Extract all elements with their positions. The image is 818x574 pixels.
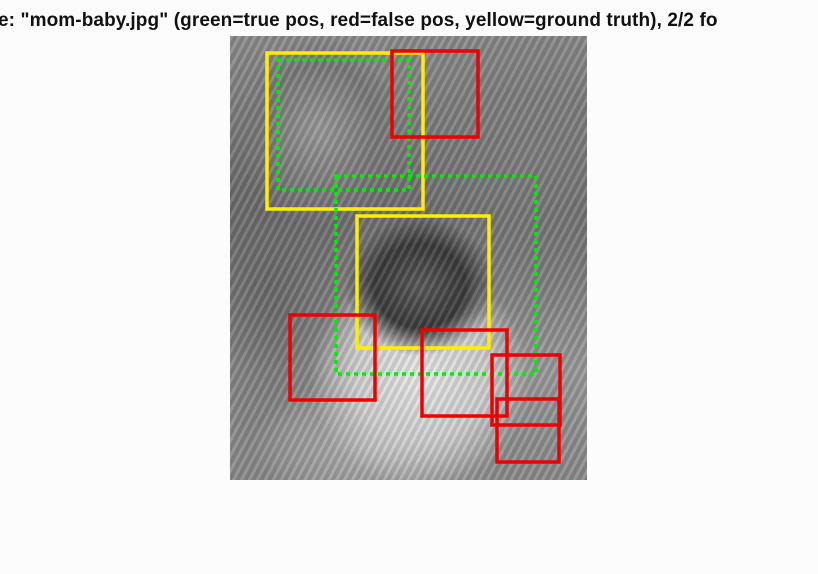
false-positive-box-1 <box>390 49 480 139</box>
false-positive-box-2 <box>288 313 377 402</box>
ground-truth-box-mom <box>265 51 425 211</box>
figure-title: e: "mom-baby.jpg" (green=true pos, red=f… <box>0 10 718 31</box>
bounding-box-overlay <box>265 49 562 464</box>
true-positive-box-mom <box>276 58 411 192</box>
false-positive-box-5 <box>495 397 561 464</box>
false-positive-box-3 <box>420 328 509 418</box>
ground-truth-box-baby <box>355 214 491 350</box>
true-positive-box-baby <box>334 174 538 376</box>
detection-image <box>230 36 587 480</box>
false-positive-box-4 <box>490 353 562 427</box>
